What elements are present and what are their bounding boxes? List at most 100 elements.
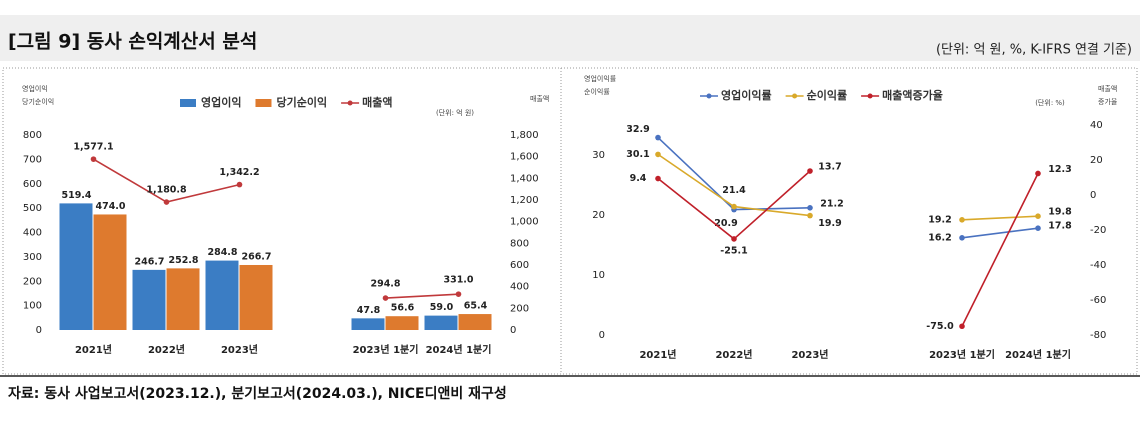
- value-label: 13.7: [818, 162, 841, 173]
- value-label: 47.8: [357, 305, 381, 316]
- value-label: 32.9: [626, 124, 649, 135]
- value-label: 519.4: [61, 190, 91, 201]
- value-label: 1,342.2: [219, 167, 259, 178]
- y2-tick-label: -40: [1090, 260, 1106, 271]
- point: [807, 205, 813, 211]
- x-tick-label: 2024년 1분기: [426, 343, 492, 356]
- point: [807, 168, 813, 174]
- point: [731, 203, 737, 210]
- value-label: 1,180.8: [146, 185, 187, 196]
- value-label: 65.4: [464, 301, 488, 312]
- value-label: 9.4: [630, 173, 647, 184]
- x-tick-label: 2022년: [715, 348, 752, 361]
- y2-tick-label: -60: [1090, 295, 1106, 306]
- y-tick-label: 300: [23, 252, 42, 263]
- y2-tick-label: -80: [1090, 330, 1106, 341]
- y2-tick-label: 800: [510, 238, 529, 249]
- legend-label: 당기순이익: [276, 95, 327, 109]
- legend-marker: [706, 93, 712, 99]
- legend-label: 영업이익률: [721, 88, 772, 102]
- y2-tick-label: 200: [510, 303, 529, 314]
- point: [655, 175, 661, 182]
- x-tick-label: 2021년: [639, 348, 676, 361]
- value-label: 1,577.1: [73, 142, 113, 153]
- bar: [239, 264, 273, 330]
- bar: [166, 268, 200, 330]
- y-tick-label: 400: [23, 228, 42, 239]
- point: [959, 217, 965, 223]
- value-label: 20.9: [714, 218, 737, 229]
- value-label: 19.9: [818, 218, 841, 229]
- bar: [385, 316, 419, 330]
- x-tick-label: 2021년: [75, 343, 112, 356]
- legend-label: 영업이익: [201, 95, 241, 109]
- point: [655, 151, 661, 158]
- y2-tick-label: -20: [1090, 225, 1106, 236]
- value-label: -75.0: [926, 321, 954, 332]
- point: [90, 156, 97, 162]
- point: [163, 199, 170, 205]
- y2-tick-label: 1,400: [510, 173, 539, 184]
- point: [382, 295, 389, 301]
- value-label: 266.7: [241, 251, 271, 262]
- y2-axis-label: 매출액: [1098, 84, 1117, 93]
- point: [731, 236, 737, 242]
- y2-axis-label: 매출액: [530, 94, 549, 103]
- value-label: 30.1: [626, 149, 649, 160]
- point: [959, 323, 965, 330]
- value-label: -25.1: [720, 245, 747, 256]
- x-tick-label: 2023년 1분기: [353, 343, 419, 356]
- value-label: 12.3: [1048, 164, 1071, 175]
- point: [1035, 170, 1041, 177]
- y-tick-label: 200: [23, 276, 42, 287]
- y-axis-label: 당기순이익: [22, 97, 54, 106]
- value-label: 252.8: [168, 255, 198, 266]
- y2-tick-label: 40: [1090, 120, 1103, 131]
- value-label: 17.8: [1048, 221, 1072, 232]
- legend-marker: [347, 100, 353, 106]
- y-tick-label: 0: [36, 325, 42, 336]
- point: [655, 134, 661, 141]
- y2-tick-label: 1,800: [510, 130, 539, 141]
- y-tick-label: 30: [592, 150, 605, 161]
- value-label: 21.4: [722, 185, 746, 196]
- legend-marker: [867, 93, 873, 99]
- unit-label: (단위: %): [1035, 98, 1065, 107]
- y2-axis-label: 증가율: [1098, 97, 1118, 106]
- bar: [132, 269, 166, 330]
- value-label: 21.2: [820, 198, 843, 209]
- point: [1035, 225, 1041, 231]
- point: [236, 181, 243, 188]
- y2-tick-label: 600: [510, 260, 529, 271]
- point: [455, 291, 462, 297]
- y-axis-label: 순이익률: [584, 87, 610, 96]
- panel-border: [2, 67, 1138, 375]
- value-label: 59.0: [430, 302, 454, 313]
- x-tick-label: 2022년: [148, 343, 185, 356]
- bar: [458, 314, 492, 330]
- y-tick-label: 0: [599, 330, 605, 341]
- y2-tick-label: 1,200: [510, 195, 539, 206]
- value-label: 246.7: [134, 256, 164, 267]
- value-label: 19.2: [928, 214, 951, 225]
- unit-note: (단위: 억 원, %, K-IFRS 연결 기준): [936, 43, 1132, 58]
- bar: [93, 214, 127, 330]
- bar: [424, 315, 458, 330]
- y-tick-label: 700: [23, 154, 42, 165]
- y2-tick-label: 1,600: [510, 152, 539, 163]
- y-tick-label: 10: [592, 270, 605, 281]
- x-tick-label: 2023년: [221, 343, 258, 356]
- point: [807, 212, 813, 219]
- x-tick-label: 2023년 1분기: [929, 348, 995, 361]
- y-tick-label: 20: [592, 210, 605, 221]
- legend-label: 매출액: [362, 95, 392, 109]
- y2-tick-label: 20: [1090, 155, 1103, 166]
- y-tick-label: 100: [23, 301, 42, 312]
- y-tick-label: 600: [23, 179, 42, 190]
- legend-swatch: [180, 99, 196, 107]
- value-label: 331.0: [443, 275, 473, 286]
- legend-swatch: [255, 99, 272, 107]
- unit-label: (단위: 억 원): [436, 108, 474, 117]
